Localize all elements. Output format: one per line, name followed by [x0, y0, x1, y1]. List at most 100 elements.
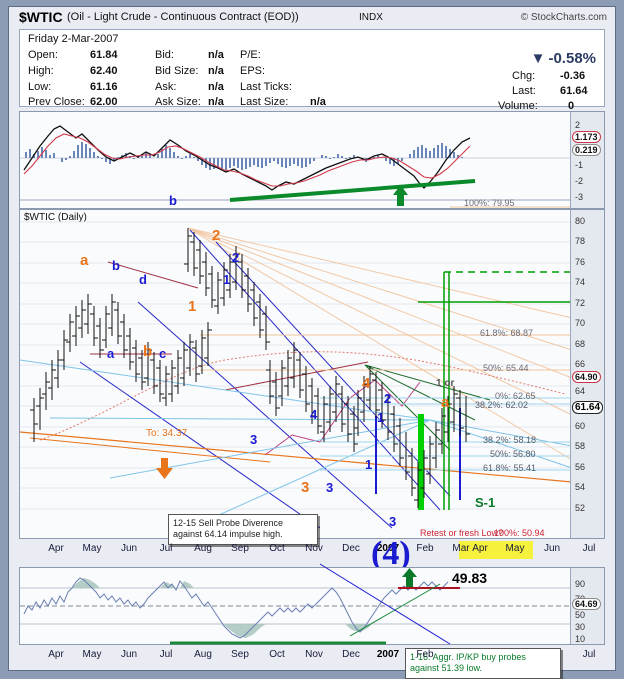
price-tick-66: 66 [575, 359, 586, 369]
wave-label-orange-b: b [143, 343, 153, 360]
downside-target-label: To: 34.37 [146, 428, 188, 439]
quote-label-last: Last: [512, 85, 536, 97]
quote-label-low: Low: [28, 81, 52, 93]
stockcharts-credit: © StockCharts.com [520, 12, 607, 23]
rsi-panel[interactable]: 49.83 90 70 50 30 10 64.69 [19, 563, 605, 645]
red-trendline-1 [107, 261, 199, 289]
year-2007-top: 2007 [376, 543, 400, 554]
price-panel[interactable]: $WTIC (Daily) [19, 193, 605, 545]
month-jul-2: Jul [582, 543, 596, 554]
quote-label-ask-size: Ask Size: [155, 96, 201, 108]
rsi-plot [20, 563, 572, 645]
month-b-jul-1: Jul [159, 649, 173, 660]
wave-label-orange-4: 4 [362, 375, 371, 392]
quote-label-eps: EPS: [240, 65, 266, 77]
green-converging-lines [364, 364, 491, 451]
month-b-oct: Oct [269, 649, 285, 660]
price-y-axis: 80 78 76 74 72 70 68 66 64 60 58 56 54 5… [570, 210, 604, 538]
quote-value-prev-close: 62.00 [90, 96, 118, 108]
month-may-2: May [505, 543, 525, 554]
month-feb-1: Feb [416, 543, 434, 554]
quote-date: Friday 2-Mar-2007 [28, 33, 119, 45]
symbol-description: (Oil - Light Crude - Continuous Contract… [67, 11, 299, 23]
quote-label-ask: Ask: [155, 81, 177, 93]
quote-label-volume: Volume: [498, 100, 538, 112]
symbol-ticker: $WTIC [19, 9, 63, 25]
red-trendline-3 [224, 361, 369, 391]
note-buy-probe[interactable]: 1-16: Aggr. IP/KP buy probes against 51.… [405, 648, 561, 679]
quote-value-bid: n/a [208, 49, 224, 61]
price-tick-70: 70 [575, 318, 586, 328]
price-tick-74: 74 [575, 277, 586, 287]
macd-panel[interactable]: 100%: 79.95 2 -1 -2 -3 1.173 0.219 [19, 111, 605, 209]
price-tick-60: 60 [575, 421, 586, 431]
month-jul-1: Jul [159, 543, 173, 554]
rsi-tick-10: 10 [575, 634, 586, 644]
ohlc-bars-2 [184, 228, 270, 350]
quote-label-bid-size: Bid Size: [155, 65, 199, 77]
price-tick-64: 64 [575, 386, 586, 396]
orange-support-line [19, 431, 573, 483]
quote-label-bid: Bid: [155, 49, 174, 61]
wave-label-blue-c: c [159, 346, 167, 361]
blue-measure-box [375, 416, 377, 494]
wave-label-orange-1: 1 [188, 298, 197, 315]
wave-label-blue-3: 3 [250, 432, 258, 447]
price-tick-52: 52 [575, 503, 586, 513]
month-b-apr-1: Apr [48, 649, 64, 660]
quote-value-chg: -0.36 [560, 70, 586, 82]
one-or-label: 1 or [436, 378, 455, 389]
month-axis-bottom: Apr May Jun Jul Aug Sep Oct Nov Dec 2007… [19, 647, 605, 665]
rsi-blue-line [319, 563, 451, 645]
month-oct: Oct [269, 543, 285, 554]
macd-fib-100-label: 100%: 79.95 [464, 198, 515, 208]
price-tick-56: 56 [575, 462, 586, 472]
wave-label-blue-b: b [112, 258, 120, 273]
quote-value-last: 61.64 [560, 85, 588, 97]
wave-label-blue-2b: 2 [384, 391, 392, 406]
macd-signal-callout: 1.173 [572, 131, 601, 143]
wave-label-orange-2: 2 [212, 227, 221, 244]
orange-down-arrow-icon [156, 458, 173, 479]
wave-label-blue-2: 2 [232, 250, 240, 265]
month-b-jun-1: Jun [120, 649, 138, 660]
orange-target-line [29, 437, 271, 463]
wave-label-orange-a2: a [441, 394, 450, 411]
month-mar-1: Mar [452, 543, 470, 554]
wave-label-orange-a: a [80, 252, 89, 269]
retest-label: Retest or fresh Low? [420, 528, 504, 538]
change-percent-value: -0.58% [548, 50, 596, 67]
price-tick-76: 76 [575, 257, 586, 267]
macd-y-axis: 2 -1 -2 -3 1.173 0.219 [570, 112, 604, 208]
note-sell-probe[interactable]: 12-15 Sell Probe Diverence against 64.14… [168, 514, 318, 545]
month-nov: Nov [305, 543, 323, 554]
wave-label-blue-a: a [107, 346, 115, 361]
quote-box: Friday 2-Mar-2007 Open: 61.84 High: 62.4… [19, 29, 605, 112]
quote-label-last-ticks: Last Ticks: [240, 81, 292, 93]
price-high-callout: 64.90 [572, 371, 601, 383]
month-axis-top: Apr May Jun Jul Aug Sep Oct Nov Dec 2007… [19, 541, 605, 559]
quote-label-pe: P/E: [240, 49, 261, 61]
macd-tick-m3: -3 [575, 192, 584, 202]
quote-value-ask-size: n/a [208, 96, 224, 108]
month-sep: Sep [231, 543, 249, 554]
retest-overlap-label: 100%: 50.94 [494, 528, 545, 538]
wave-label-orange-3: 3 [301, 479, 310, 496]
wave-label-blue-4: 4 [310, 407, 318, 422]
fib-50-lower-label: 50%: 56.80 [490, 449, 536, 459]
rsi-tick-50: 50 [575, 610, 586, 620]
quote-value-last-size: n/a [310, 96, 326, 108]
quote-value-open: 61.84 [90, 49, 118, 61]
price-last-callout: 61.64 [572, 401, 604, 414]
forecast-highlight-band [459, 541, 533, 559]
wave-label-big-4: (4) [371, 535, 411, 572]
quote-label-high: High: [28, 65, 54, 77]
month-aug: Aug [194, 543, 212, 554]
price-tick-80: 80 [575, 216, 586, 226]
wave-label-blue-1c: 1 [365, 457, 373, 472]
price-panel-title: $WTIC (Daily) [24, 212, 87, 223]
ohlc-bars [30, 294, 212, 442]
month-b-dec: Dec [342, 649, 360, 660]
month-b-sep: Sep [231, 649, 249, 660]
month-may-1: May [82, 543, 102, 554]
